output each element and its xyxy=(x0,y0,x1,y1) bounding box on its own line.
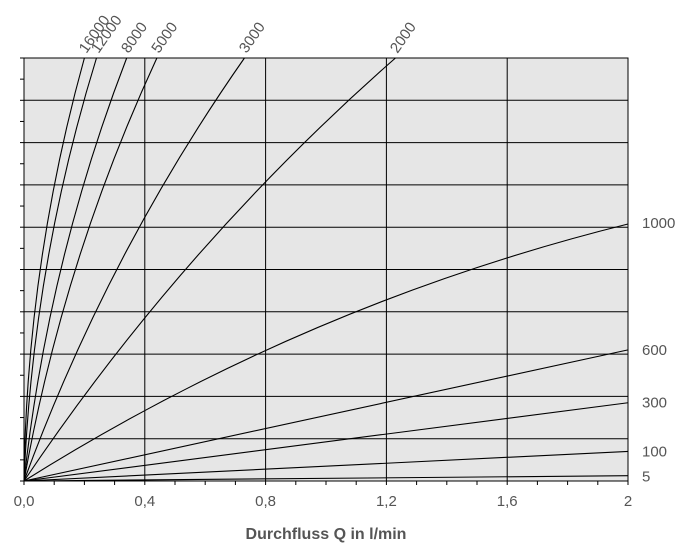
series-line-100 xyxy=(23,450,629,482)
x-tick-label: 0,0 xyxy=(14,493,35,510)
series-lines xyxy=(23,57,629,482)
series-label-5: 5 xyxy=(642,469,650,486)
series-line-1000 xyxy=(23,223,629,482)
series-line-8000 xyxy=(23,57,128,482)
series-label-5000: 5000 xyxy=(148,19,181,56)
series-line-300 xyxy=(23,402,629,482)
plot-frame xyxy=(23,57,629,482)
series-line-600 xyxy=(23,349,629,482)
series-line-5 xyxy=(23,475,629,482)
series-line-5000 xyxy=(23,57,158,482)
x-tick-label: 2 xyxy=(624,493,632,510)
series-label-1000: 1000 xyxy=(642,215,675,232)
series-line-12000 xyxy=(23,57,98,482)
series-line-2000 xyxy=(23,57,396,482)
series-line-16000 xyxy=(23,57,85,482)
x-tick-label: 0,8 xyxy=(255,493,276,510)
x-tick-label: 1,2 xyxy=(376,493,397,510)
x-ticks: 0,0 0,4 0,8 1,2 1,6 2 xyxy=(14,493,633,510)
series-label-600: 600 xyxy=(642,342,667,359)
x-tick-label: 0,4 xyxy=(134,493,155,510)
series-line-3000 xyxy=(23,57,245,482)
x-axis-title: Durchfluss Q in l/min xyxy=(246,526,407,543)
series-label-100: 100 xyxy=(642,443,667,460)
series-label-300: 300 xyxy=(642,395,667,412)
x-tick-label: 1,6 xyxy=(497,493,518,510)
series-label-2000: 2000 xyxy=(387,19,420,56)
series-label-3000: 3000 xyxy=(236,19,269,56)
